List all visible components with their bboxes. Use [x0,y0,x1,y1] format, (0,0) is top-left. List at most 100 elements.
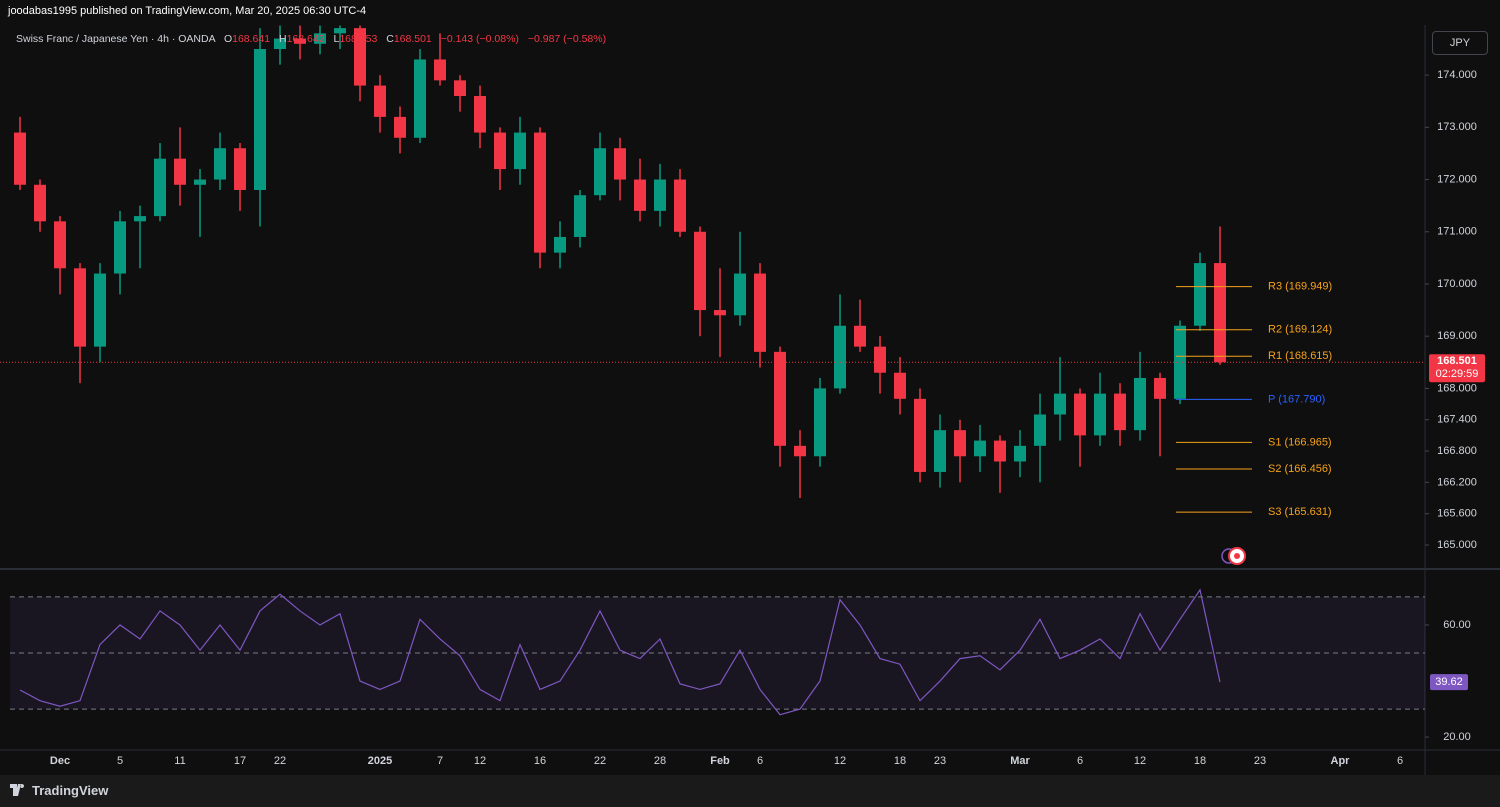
y-tick-label: 165.600 [1437,508,1477,520]
last-price-label: 168.501 [1437,355,1477,367]
y-tick-label: 20.00 [1443,731,1471,743]
candle-body [334,28,346,34]
candle-body [174,158,186,185]
pivot-label: R1 (168.615) [1268,350,1332,362]
x-tick-label: 12 [1134,755,1146,767]
candle-body [774,351,786,446]
x-tick-label: Feb [710,755,730,767]
x-tick-label: 16 [534,755,546,767]
y-tick-label: 168.000 [1437,382,1477,394]
candle-body [694,231,706,311]
candle-body [994,440,1006,462]
candle-body [954,430,966,457]
candle-body [194,179,206,185]
candle-body [734,273,746,316]
candle-body [654,179,666,211]
candle-body [74,268,86,347]
candle-body [14,132,26,185]
candle-body [294,38,306,44]
candle-body [114,221,126,274]
candle-body [1074,393,1086,436]
candle-body [234,148,246,190]
candle-body [34,184,46,222]
x-tick-label: 23 [934,755,946,767]
legend-key: O [223,33,233,45]
candle-body [814,388,826,457]
legend-key: H [279,33,287,45]
currency-button[interactable]: JPY [1432,31,1488,55]
symbol-title: Swiss Franc / Japanese Yen · 4h · OANDA [16,33,216,45]
candle-body [274,38,286,50]
candle-body [314,33,326,44]
legend-change: −0.143 (−0.08%) [440,33,519,45]
x-tick-label: 28 [654,755,666,767]
rsi-value-box [1430,674,1468,691]
y-tick-label: 166.200 [1437,476,1477,488]
x-tick-label: 2025 [368,755,392,767]
candle-body [834,325,846,389]
candle-body [374,85,386,117]
footer: TradingView [0,775,1500,807]
candle-body [414,59,426,138]
candle-body [1094,393,1106,436]
x-tick-label: 22 [594,755,606,767]
candle-body [874,346,886,373]
candle-body [934,430,946,472]
legend-value: 168.641 [232,33,271,45]
candle-body [754,273,766,352]
candle-body [1014,445,1026,462]
candle-body [1054,393,1066,415]
x-tick-label: Mar [1010,755,1030,767]
pivot-label: R3 (169.949) [1268,281,1332,293]
pivot-label: S1 (166.965) [1268,436,1332,448]
pivot-label: P (167.790) [1268,393,1325,405]
candle-body [614,148,626,180]
pivot-label: S2 (166.456) [1268,463,1332,475]
legend-value: 168.501 [393,33,432,45]
y-tick-label: 173.000 [1437,121,1477,133]
countdown-label: 02:29:59 [1436,368,1479,380]
candle-body [594,148,606,196]
candle-body [214,148,226,180]
legend-value: 168.453 [339,33,378,45]
candle-body [894,372,906,399]
legend-value: 168.642 [286,33,325,45]
candle-body [1034,414,1046,446]
legend: Swiss Franc / Japanese Yen · 4h · OANDA … [16,33,606,45]
candle-body [914,398,926,472]
x-tick-label: 22 [274,755,286,767]
candle-body [394,116,406,138]
pivot-label: R2 (169.124) [1268,324,1332,336]
candle-body [354,28,366,86]
y-tick-label: 167.400 [1437,414,1477,426]
candle-body [514,132,526,170]
last-price-box [1429,354,1485,383]
x-tick-label: 17 [234,755,246,767]
icon [1234,553,1240,559]
x-tick-label: 6 [1077,755,1083,767]
candle-body [474,96,486,133]
y-tick-label: 174.000 [1437,69,1477,81]
candle-body [714,310,726,316]
candle-body [794,445,806,457]
y-tick-label: 60.00 [1443,619,1471,631]
candle-body [134,216,146,222]
candle-body [674,179,686,232]
legend-key: L [333,33,340,45]
x-tick-label: 5 [117,755,123,767]
rsi-value-label: 39.62 [1435,676,1463,688]
candle-body [494,132,506,170]
x-tick-label: 18 [894,755,906,767]
y-tick-label: 166.800 [1437,445,1477,457]
brand: TradingView [32,783,109,798]
legend-change-total: −0.987 (−0.58%) [527,33,607,45]
publish-info: joodabas1995 published on TradingView.co… [8,5,367,17]
y-tick-label: 172.000 [1437,173,1477,185]
candle-body [254,49,266,190]
x-tick-label: 12 [474,755,486,767]
logo [10,784,25,796]
candle-body [574,195,586,237]
x-tick-label: Apr [1331,755,1351,767]
candle-body [974,440,986,457]
